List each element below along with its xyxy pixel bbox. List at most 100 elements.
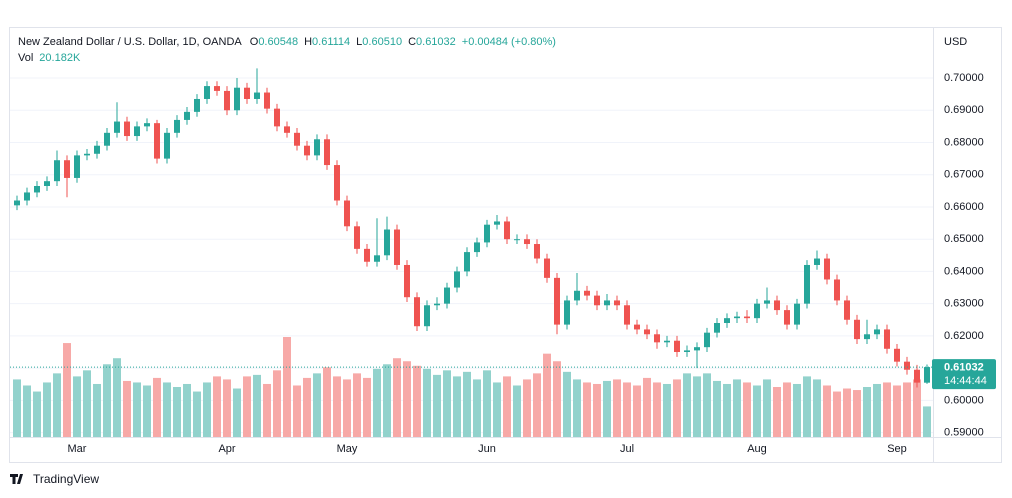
candle-body — [674, 340, 680, 353]
candle-body — [474, 242, 480, 253]
candle-body — [594, 295, 600, 306]
volume-bar — [413, 365, 421, 437]
volume-bar — [473, 379, 481, 437]
volume-bar — [673, 379, 681, 437]
volume-bar — [23, 385, 31, 437]
candle-body — [74, 155, 80, 178]
brand-name: TradingView — [33, 472, 99, 486]
volume-value: 20.182K — [39, 52, 81, 64]
volume-bar — [723, 383, 731, 437]
legend-title: New Zealand Dollar / U.S. Dollar, 1D, OA… — [18, 36, 242, 48]
volume-bar — [393, 358, 401, 437]
candle-body — [774, 300, 780, 311]
volume-bar — [493, 382, 501, 437]
y-tick-label: 0.64000 — [944, 265, 984, 277]
legend-header: New Zealand Dollar / U.S. Dollar, 1D, OA… — [18, 36, 556, 48]
volume-bar — [463, 371, 471, 437]
price-tag — [932, 359, 996, 390]
legend-key: H — [304, 36, 312, 48]
volume-bar — [563, 371, 571, 437]
candle-body — [484, 224, 490, 243]
volume-bar — [423, 368, 431, 437]
candle-body — [304, 145, 310, 156]
candle-body — [274, 108, 280, 127]
candle-body — [324, 139, 330, 166]
volume-bar — [303, 377, 311, 437]
volume-bar — [873, 383, 881, 437]
volume-bar — [373, 368, 381, 437]
candle-body — [914, 369, 920, 383]
y-tick-label: 0.67000 — [944, 169, 984, 181]
candle-body — [154, 123, 160, 159]
candle-body — [794, 303, 800, 325]
x-tick-label: Aug — [747, 443, 767, 455]
candle-body — [54, 160, 60, 182]
candle-body — [514, 239, 520, 241]
y-tick-label: 0.59000 — [944, 426, 984, 438]
candle-body — [824, 258, 830, 280]
candle-body — [854, 319, 860, 340]
legend-change: +0.00484 (+0.80%) — [462, 36, 556, 48]
candle-body — [434, 303, 440, 306]
volume-bar — [293, 385, 301, 437]
candle-body — [424, 305, 430, 327]
volume-bar — [523, 379, 531, 437]
volume-bar — [793, 383, 801, 437]
volume-bar — [123, 380, 131, 437]
volume-bar — [733, 379, 741, 437]
volume-bar — [103, 364, 111, 437]
candle-body — [864, 334, 870, 340]
y-tick-label: 0.60000 — [944, 394, 984, 406]
candle-body — [34, 186, 40, 193]
candle-body — [144, 123, 150, 127]
volume-bar — [183, 383, 191, 437]
candle-body — [164, 132, 170, 159]
candle-body — [754, 303, 760, 319]
candle-body — [784, 310, 790, 325]
volume-bar — [253, 374, 261, 437]
y-tick-label: 0.66000 — [944, 201, 984, 213]
candle-body — [694, 347, 700, 351]
candle-body — [664, 340, 670, 343]
candle-body — [264, 92, 270, 109]
volume-bar — [313, 373, 321, 437]
volume-bar — [153, 377, 161, 437]
volume-bar — [453, 376, 461, 437]
candle-body — [104, 132, 110, 146]
volume-bar — [213, 376, 221, 437]
volume-bar — [323, 367, 331, 437]
volume-bar — [713, 380, 721, 437]
candle-body — [834, 279, 840, 301]
candle-body — [454, 271, 460, 288]
volume-bar — [863, 387, 871, 437]
volume-bar — [93, 383, 101, 437]
volume-bar — [263, 383, 271, 437]
price-tag-value: 0.61032 — [944, 361, 984, 373]
volume-bar — [243, 376, 251, 437]
candle-body — [684, 350, 690, 353]
candle-body — [634, 324, 640, 330]
candle-body — [604, 300, 610, 306]
legend-key: L — [356, 36, 362, 48]
volume-bar — [53, 373, 61, 437]
volume-bar — [383, 364, 391, 437]
candle-body — [14, 200, 20, 206]
volume-bar — [543, 353, 551, 437]
candle-body — [374, 255, 380, 262]
volume-bar — [443, 370, 451, 437]
candle-body — [814, 258, 820, 265]
volume-bar — [163, 382, 171, 437]
volume-bar — [823, 385, 831, 437]
candle-body — [124, 121, 130, 137]
candle-body — [134, 126, 140, 137]
candle-body — [874, 329, 880, 335]
candle-body — [364, 248, 370, 262]
candle-body — [234, 87, 240, 111]
candle-body — [574, 290, 580, 301]
y-tick-label: 0.62000 — [944, 330, 984, 342]
volume-bar — [593, 383, 601, 437]
candle-body — [84, 153, 90, 156]
volume-bar — [113, 358, 121, 437]
volume-bar — [833, 391, 841, 437]
candle-body — [214, 86, 220, 91]
